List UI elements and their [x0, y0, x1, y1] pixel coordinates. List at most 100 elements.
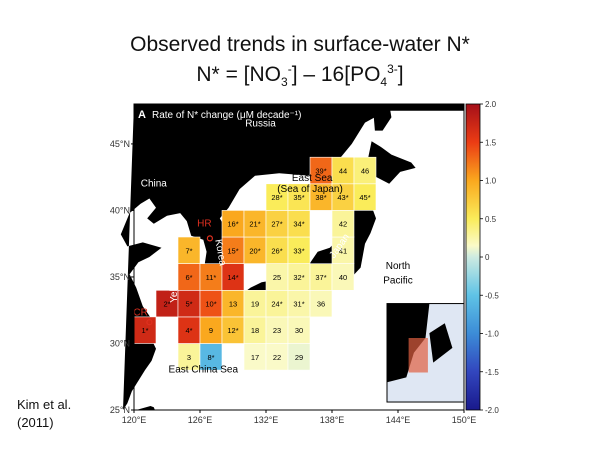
map-label-hr: HR [197, 218, 211, 229]
cell-46 [353, 156, 377, 185]
cell-label-21: 21* [249, 220, 260, 229]
cell-label-3: 3 [187, 353, 191, 362]
cell-label-2: 2* [163, 300, 170, 309]
x-tick-label: 126°E [188, 415, 213, 425]
cell-label-5: 5* [185, 300, 192, 309]
cell-label-33: 33* [293, 246, 304, 255]
cell-label-28: 28* [271, 193, 282, 202]
cell-label-31: 31* [293, 300, 304, 309]
cell-label-34: 34* [293, 220, 304, 229]
chart-title: Rate of N* change (μM decade⁻¹) [152, 110, 301, 121]
cell-label-41: 41 [339, 246, 347, 255]
inset-highlight [408, 338, 428, 373]
y-tick-label: 25°N [110, 405, 130, 415]
cell-label-9: 9 [209, 326, 213, 335]
x-tick-label: 120°E [122, 415, 147, 425]
x-tick-label: 144°E [386, 415, 411, 425]
citation-line-1: Kim et al. [17, 397, 72, 412]
cell-label-18: 18 [251, 326, 259, 335]
cell-label-44: 44 [339, 167, 347, 176]
map-label-korea: Korea [212, 238, 228, 267]
map-label-yellow-sea: Yellow Sea [169, 253, 180, 303]
y-tick-label: 40°N [110, 205, 130, 215]
cell-label-10: 10* [205, 300, 216, 309]
map-label-russia: Russia [245, 119, 276, 130]
formula-mid: ] – 16[PO [291, 63, 381, 86]
cell-label-36: 36 [317, 300, 325, 309]
map-frame [133, 103, 465, 411]
y-tick-label: 35°N [110, 272, 130, 282]
heatmap-cells: 1*2*34*5*6*7*8*910*11*12*1314*15*16*1718… [133, 156, 377, 371]
panel-label: A [138, 109, 146, 121]
cell-label-4: 4* [185, 326, 192, 335]
cell-label-39: 39* [315, 167, 326, 176]
cell-label-35: 35* [293, 193, 304, 202]
cell-label-38: 38* [315, 193, 326, 202]
map-label-cr: CR [133, 308, 147, 319]
map-label-north: North [386, 261, 410, 272]
formula-line: N* = [NO3-] – 16[PO43-] [0, 62, 600, 89]
colorbar-tick-label: 0 [485, 253, 490, 262]
colorbar-tick-label: -1.5 [485, 368, 499, 377]
slide-title: Observed trends in surface-water N* [130, 33, 470, 56]
map-label-pacific: Pacific [383, 276, 412, 287]
citation-line-2: (2011) [17, 415, 54, 430]
cell-label-8: 8* [207, 353, 214, 362]
cell-label-22: 22 [273, 353, 281, 362]
cell-label-13: 13 [229, 300, 237, 309]
formula-suffix: ] [397, 63, 404, 86]
formula-no3-sup: - [287, 62, 292, 76]
cell-label-25: 25 [273, 273, 281, 282]
cell-label-43: 43* [337, 193, 348, 202]
inset-japan [429, 323, 453, 363]
cell-label-24: 24* [271, 300, 282, 309]
cell-label-23: 23 [273, 326, 281, 335]
colorbar-tick-label: 2.0 [485, 100, 497, 109]
cell-label-32: 32* [293, 273, 304, 282]
cell-label-15: 15* [227, 246, 238, 255]
x-tick-label: 132°E [254, 415, 279, 425]
cell-label-20: 20* [249, 246, 260, 255]
colorbar [465, 103, 481, 411]
inset-land [387, 303, 430, 383]
cell-label-12: 12* [227, 326, 238, 335]
sakhalin-island [373, 104, 392, 131]
colorbar-tick-label: 1.0 [485, 177, 497, 186]
colorbar-tick-label: -1.0 [485, 330, 499, 339]
x-tick-label: 138°E [320, 415, 345, 425]
cell-label-40: 40 [339, 273, 347, 282]
cell-label-46: 46 [361, 167, 369, 176]
cell-7 [177, 236, 201, 264]
colorbar-tick-label: -0.5 [485, 291, 499, 300]
x-tick-label: 150°E [452, 415, 477, 425]
cell-label-45: 45* [359, 193, 370, 202]
cell-label-11: 11* [206, 273, 217, 282]
taiwan-tip [136, 406, 155, 410]
formula-po4-sup: 3- [387, 62, 398, 76]
han-river-marker [206, 235, 213, 242]
changjiang-river-marker [146, 319, 153, 326]
formula-no3-sub: 3 [281, 75, 288, 90]
cell-label-42: 42 [339, 220, 347, 229]
cell-label-6: 6* [185, 273, 192, 282]
cell-label-30: 30 [295, 326, 303, 335]
map-label-china: China [141, 179, 168, 190]
colorbar-tick-label: 1.5 [485, 138, 497, 147]
y-tick-label: 45°N [110, 139, 130, 149]
cell-label-37: 37* [315, 273, 326, 282]
formula-prefix: N* = [NO [196, 63, 281, 86]
cell-label-26: 26* [271, 246, 282, 255]
cell-label-1: 1* [141, 326, 148, 335]
map-label-east-china-sea: East China Sea [169, 365, 239, 376]
cell-label-7: 7* [185, 246, 192, 255]
cell-label-29: 29 [295, 353, 303, 362]
cell-label-19: 19 [251, 300, 259, 309]
cell-label-27: 27* [271, 220, 282, 229]
map-label-east-sea: East Sea [292, 173, 333, 184]
cell-label-17: 17 [251, 353, 259, 362]
cell-label-16: 16* [227, 220, 238, 229]
map-label--sea-of-japan-: (Sea of Japan) [277, 184, 343, 195]
cell-label-14: 14* [227, 273, 238, 282]
y-tick-label: 30°N [110, 339, 130, 349]
